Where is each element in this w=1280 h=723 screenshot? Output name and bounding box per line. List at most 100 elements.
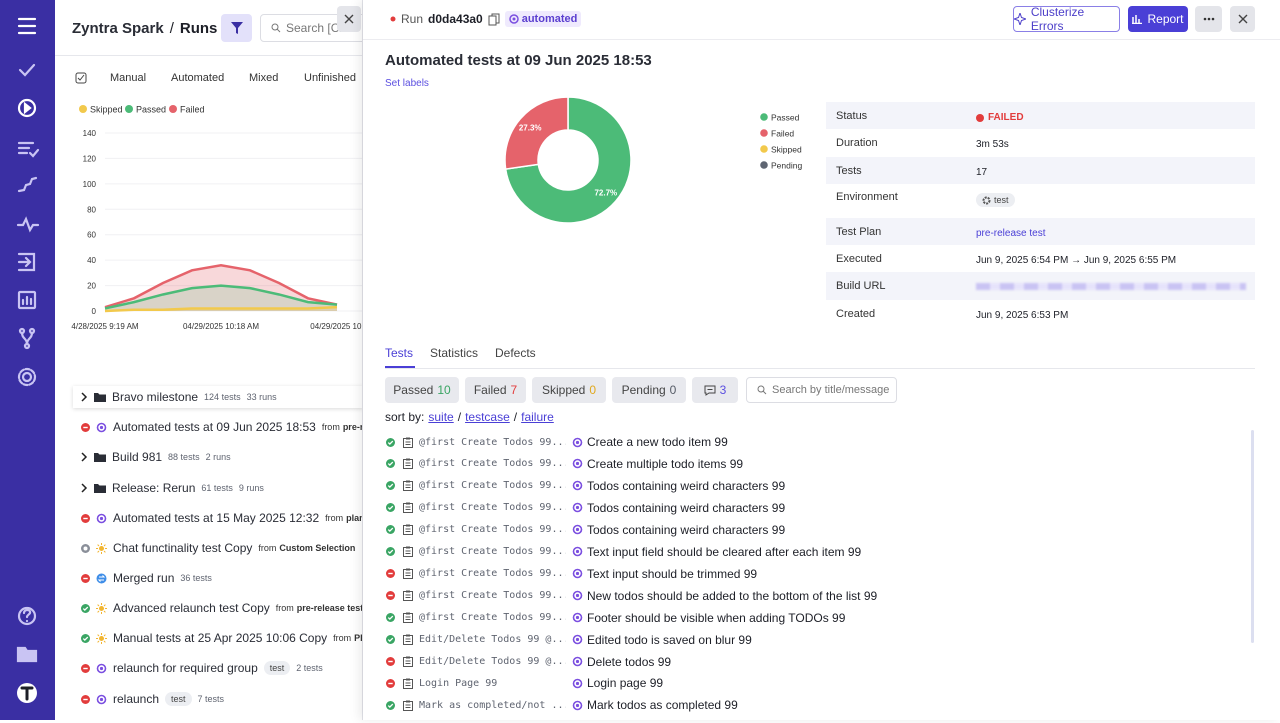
- detail-tab[interactable]: Defects: [495, 346, 536, 360]
- run-tab[interactable]: Mixed: [249, 72, 278, 84]
- report-icon: [1132, 14, 1142, 24]
- run-tab[interactable]: Unfinished: [304, 72, 356, 84]
- test-row[interactable]: Edit/Delete Todos 99 @...Edited todo is …: [386, 630, 752, 650]
- run-label: Run: [401, 12, 423, 26]
- run-item[interactable]: relaunch for required grouptest2 tests: [81, 658, 323, 678]
- filter-button[interactable]: Pending0: [612, 377, 686, 403]
- sort-separator: /: [458, 410, 461, 424]
- sort-option[interactable]: failure: [521, 410, 554, 424]
- clipboard-icon-wrap: [403, 678, 413, 689]
- clipboard-icon-wrap: [403, 502, 413, 513]
- clipboard-icon-wrap: [403, 458, 413, 469]
- build-url-blurred: [976, 283, 1246, 290]
- y-tick-label: 40: [87, 256, 96, 265]
- test-row[interactable]: @first Create Todos 99...Footer should b…: [386, 608, 845, 628]
- automated-icon-wrap: [572, 502, 583, 513]
- test-row[interactable]: @first Create Todos 99...Create a new to…: [386, 432, 728, 452]
- env-name: test: [994, 195, 1009, 205]
- filter-button[interactable]: 3: [692, 377, 738, 403]
- status-icon: [386, 481, 395, 490]
- test-row[interactable]: @first Create Todos 99...Text input shou…: [386, 564, 757, 584]
- legend-swatch: [169, 105, 177, 113]
- run-tab[interactable]: Automated: [171, 72, 224, 84]
- run-item[interactable]: Release: Rerun61 tests9 runs: [80, 478, 264, 498]
- filter-label: Failed: [474, 383, 507, 397]
- test-row[interactable]: @first Create Todos 99...Create multiple…: [386, 454, 743, 474]
- close-left-button[interactable]: [337, 6, 361, 32]
- automated-icon-wrap: [572, 437, 583, 448]
- filter-button[interactable]: Failed7: [465, 377, 526, 403]
- automated-icon: [509, 14, 519, 24]
- filter-button[interactable]: Passed10: [385, 377, 459, 403]
- run-name: Chat functinality test Copy: [113, 541, 252, 555]
- run-item[interactable]: Automated tests at 09 Jun 2025 18:53from…: [81, 417, 363, 437]
- run-item[interactable]: Advanced relaunch test Copyfrompre-relea…: [81, 598, 363, 618]
- sort-option[interactable]: suite: [428, 410, 453, 424]
- status-dot: [390, 16, 396, 22]
- search-icon: [271, 23, 281, 33]
- select-all-icon[interactable]: [75, 72, 87, 84]
- run-item[interactable]: Merged run36 tests: [81, 568, 212, 588]
- sort-option[interactable]: testcase: [465, 410, 510, 424]
- info-row: Build URL: [826, 272, 1255, 300]
- filter-button[interactable]: Skipped0: [532, 377, 606, 403]
- set-labels-link[interactable]: Set labels: [385, 78, 429, 89]
- test-row[interactable]: Mark as completed/not ...Mark todos as c…: [386, 695, 738, 715]
- tests-count: 2 tests: [296, 663, 323, 673]
- run-item[interactable]: Bravo milestone124 tests33 runs: [80, 387, 277, 407]
- info-row: Duration3m 53s: [826, 129, 1255, 157]
- test-title: Todos containing weird characters 99: [587, 501, 785, 515]
- test-row[interactable]: Edit/Delete Todos 99 @...Delete todos 99: [386, 652, 671, 672]
- clipboard-icon-wrap: [403, 612, 413, 623]
- run-type-badge: automated: [505, 11, 582, 27]
- run-item[interactable]: Chat functinality test CopyfromCustom Se…: [81, 538, 355, 558]
- automated-icon-wrap: [572, 612, 583, 623]
- clusterize-label: Clusterize Errors: [1031, 5, 1119, 33]
- info-value: Jun 9, 2025 6:54 PM → Jun 9, 2025 6:55 P…: [976, 255, 1176, 266]
- test-search[interactable]: Search by title/message: [746, 377, 897, 403]
- run-item[interactable]: Automated tests at 15 May 2025 12:32from…: [81, 508, 363, 528]
- automated-icon-wrap: [572, 656, 583, 667]
- from-label: from: [276, 603, 294, 613]
- clipboard-icon: [403, 634, 413, 645]
- test-suite: @first Create Todos 99...: [419, 480, 566, 491]
- y-tick-label: 60: [87, 231, 96, 240]
- filter-button[interactable]: [221, 14, 252, 42]
- clusterize-button[interactable]: Clusterize Errors: [1013, 6, 1120, 32]
- legend-swatch: [760, 113, 768, 121]
- test-title: Edited todo is saved on blur 99: [587, 633, 752, 647]
- detail-tab[interactable]: Tests: [385, 346, 413, 360]
- close-button[interactable]: [1230, 6, 1255, 32]
- test-row[interactable]: @first Create Todos 99...Todos containin…: [386, 520, 785, 540]
- legend-label: Passed: [771, 113, 800, 123]
- sidebar-icons: [0, 0, 55, 720]
- automated-icon: [96, 694, 107, 705]
- run-item[interactable]: relaunchtest7 tests: [81, 689, 224, 709]
- tests-count: 124 tests: [204, 392, 241, 402]
- copy-icon[interactable]: [488, 13, 500, 26]
- test-row[interactable]: Login Page 99Login page 99: [386, 673, 663, 693]
- test-row[interactable]: @first Create Todos 99...Todos containin…: [386, 498, 785, 518]
- status-icon: [386, 438, 395, 447]
- clipboard-icon: [403, 502, 413, 513]
- run-name: Automated tests at 15 May 2025 12:32: [113, 511, 319, 525]
- run-tab[interactable]: Manual: [110, 72, 146, 84]
- info-row: ExecutedJun 9, 2025 6:54 PM → Jun 9, 202…: [826, 245, 1255, 272]
- clipboard-icon: [403, 437, 413, 448]
- report-button[interactable]: Report: [1128, 6, 1188, 32]
- test-row[interactable]: @first Create Todos 99...Text input fiel…: [386, 542, 861, 562]
- test-title: Mark todos as completed 99: [587, 698, 738, 712]
- run-title: Automated tests at 09 Jun 2025 18:53: [385, 52, 652, 69]
- run-item[interactable]: Build 98188 tests2 runs: [80, 447, 231, 467]
- run-name: Manual tests at 25 Apr 2025 10:06 Copy: [113, 631, 327, 645]
- test-row[interactable]: @first Create Todos 99...Todos containin…: [386, 476, 785, 496]
- test-row[interactable]: @first Create Todos 99...New todos shoul…: [386, 586, 877, 606]
- run-item[interactable]: Manual tests at 25 Apr 2025 10:06 Copyfr…: [81, 628, 363, 648]
- env-value: test: [976, 193, 1015, 207]
- automated-icon-wrap: [572, 700, 583, 711]
- detail-tab[interactable]: Statistics: [430, 346, 478, 360]
- info-label: Created: [836, 308, 875, 320]
- more-button[interactable]: [1195, 6, 1222, 32]
- project-name[interactable]: Zyntra Spark: [72, 20, 164, 37]
- test-plan-link[interactable]: pre-release test: [976, 228, 1045, 239]
